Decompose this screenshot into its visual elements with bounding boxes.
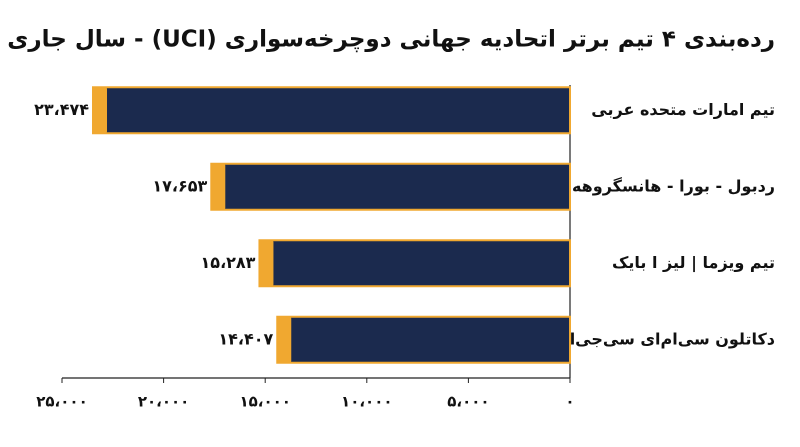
bar-cap (259, 240, 274, 287)
value-label: ۲۳،۴۷۴ (34, 100, 89, 119)
value-label: ۱۴،۴۰۷ (218, 329, 273, 348)
x-tick-label: ۲۵،۰۰۰ (36, 393, 87, 411)
x-tick-label: ۱۰،۰۰۰ (341, 393, 392, 411)
bar-cap (93, 87, 108, 134)
bar-cap (277, 316, 292, 363)
bar (258, 239, 571, 288)
category-label: تیم امارات متحده عربی (591, 100, 775, 119)
x-tick-label: ۲۰،۰۰۰ (138, 393, 189, 411)
bar-cap (211, 163, 226, 210)
value-label: ۱۷،۶۵۳ (152, 176, 207, 195)
bar (210, 162, 571, 211)
bar (276, 315, 571, 364)
category-label: تیم ویزما | لیز ا بایک (612, 253, 775, 273)
category-label: دکاتلون سی‌ام‌ای سی‌جی‌ام (558, 329, 775, 348)
x-tick-label: ۵،۰۰۰ (447, 393, 489, 411)
category-label: ردبول - بورا - هانسگروهه (572, 176, 775, 195)
x-tick-label: ۱۵،۰۰۰ (239, 393, 290, 411)
x-tick-label: ۰ (565, 393, 574, 411)
chart-title: رده‌بندی ۴ تیم برتر اتحادیه جهانی دوچرخه… (7, 27, 775, 53)
value-label: ۱۵،۲۸۳ (201, 253, 256, 272)
bar (92, 86, 571, 135)
